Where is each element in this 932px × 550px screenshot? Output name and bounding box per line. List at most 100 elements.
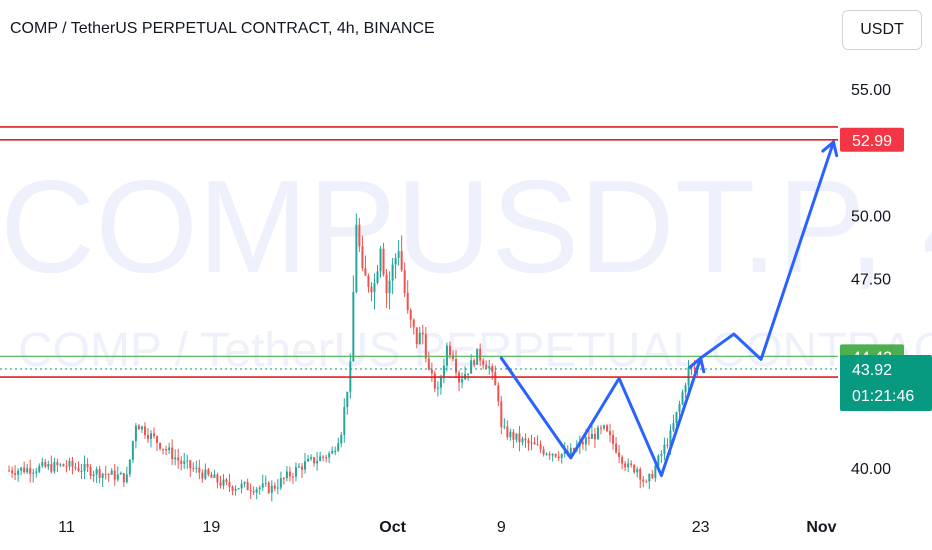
candle-body <box>101 473 104 479</box>
candle-body <box>506 426 509 438</box>
price-axis: 55.00 50.00 47.50 40.00 <box>851 82 891 478</box>
candle-body <box>439 378 442 388</box>
candle-body <box>394 257 397 265</box>
candle-body <box>325 457 328 459</box>
candle-body <box>119 473 122 475</box>
candle-body <box>687 367 690 386</box>
candle-body <box>346 391 349 408</box>
chart-title: COMP / TetherUS PERPETUAL CONTRACT, 4h, … <box>10 20 435 37</box>
candle-body <box>630 463 633 466</box>
candle-body <box>693 367 696 370</box>
candle-body <box>189 460 192 469</box>
candle-body <box>672 423 675 431</box>
candle-body <box>391 264 394 281</box>
candle-body <box>207 469 210 475</box>
candle-body <box>621 457 624 464</box>
candle-body <box>98 469 101 479</box>
projection-arrowhead <box>688 356 703 369</box>
candle-body <box>657 455 660 466</box>
candle-body <box>23 467 26 473</box>
candle-body <box>364 268 367 276</box>
candle-body <box>488 366 491 369</box>
bar-countdown: 01:21:46 <box>852 388 914 405</box>
candle-body <box>313 457 316 464</box>
candle-body <box>388 280 391 294</box>
candle-body <box>246 482 249 491</box>
candle-body <box>294 467 297 477</box>
candle-body <box>125 474 128 483</box>
watermark: COMPUSDT.P, 4h COMP / TetherUS PERPETUAL… <box>0 153 932 377</box>
candle-body <box>530 442 533 444</box>
candle-body <box>134 425 137 442</box>
candle-body <box>86 463 89 468</box>
candle-body <box>77 467 80 471</box>
candle-body <box>168 447 171 451</box>
candle-body <box>542 449 545 455</box>
candle-body <box>297 466 300 468</box>
candle-body <box>104 473 107 475</box>
candle-body <box>485 364 488 369</box>
candle-body <box>470 360 473 374</box>
candle-body <box>536 444 539 446</box>
candle-body <box>606 425 609 432</box>
candle-body <box>264 482 267 484</box>
candle-body <box>201 472 204 479</box>
candle-body <box>334 450 337 452</box>
candle-body <box>433 373 436 389</box>
price-tick-label: 40.00 <box>851 461 891 478</box>
candle-body <box>53 462 56 472</box>
candle-body <box>593 433 596 440</box>
candle-body <box>424 334 427 359</box>
candle-body <box>403 270 406 293</box>
time-tick-label: Oct <box>379 519 406 536</box>
candle-body <box>660 453 663 456</box>
candle-body <box>316 460 319 464</box>
current-price-badge: 43.92 <box>852 362 892 379</box>
candle-body <box>180 460 183 464</box>
candle-body <box>74 466 77 468</box>
candle-body <box>430 369 433 374</box>
candle-body <box>500 401 503 428</box>
candle-body <box>448 345 451 356</box>
candle-body <box>412 319 415 328</box>
candle-body <box>494 371 497 386</box>
candle-body <box>337 443 340 451</box>
candle-body <box>675 412 678 424</box>
time-tick-label: 11 <box>58 519 75 536</box>
candle-body <box>645 481 648 483</box>
candle-body <box>509 431 512 438</box>
candle-body <box>62 464 65 467</box>
candle-body <box>385 274 388 294</box>
candle-body <box>310 457 313 459</box>
candle-body <box>361 246 364 269</box>
candle-body <box>651 473 654 478</box>
currency-unit-button[interactable]: USDT <box>842 10 922 50</box>
candle-body <box>539 444 542 450</box>
candle-body <box>273 485 276 489</box>
candle-body <box>427 358 430 370</box>
candle-body <box>663 444 666 454</box>
projection-path <box>499 140 836 478</box>
candle-body <box>352 292 355 362</box>
candle-body <box>560 453 563 459</box>
candle-body <box>50 463 53 472</box>
candle-body <box>455 358 458 373</box>
candle-body <box>569 448 572 456</box>
candle-body <box>11 470 14 474</box>
candle-body <box>183 461 186 464</box>
candle-body <box>301 466 303 470</box>
candle-body <box>291 476 294 478</box>
candle-body <box>603 425 605 429</box>
projection-arrowhead <box>832 140 839 158</box>
candle-body <box>554 454 557 457</box>
candle-body <box>156 436 159 443</box>
candle-body <box>669 430 672 447</box>
candle-body <box>452 355 454 359</box>
candle-body <box>159 442 162 449</box>
candle-body <box>89 467 92 476</box>
candle-body <box>524 438 527 441</box>
candle-body <box>627 463 630 468</box>
candle-body <box>195 467 198 469</box>
candle-body <box>261 483 264 488</box>
